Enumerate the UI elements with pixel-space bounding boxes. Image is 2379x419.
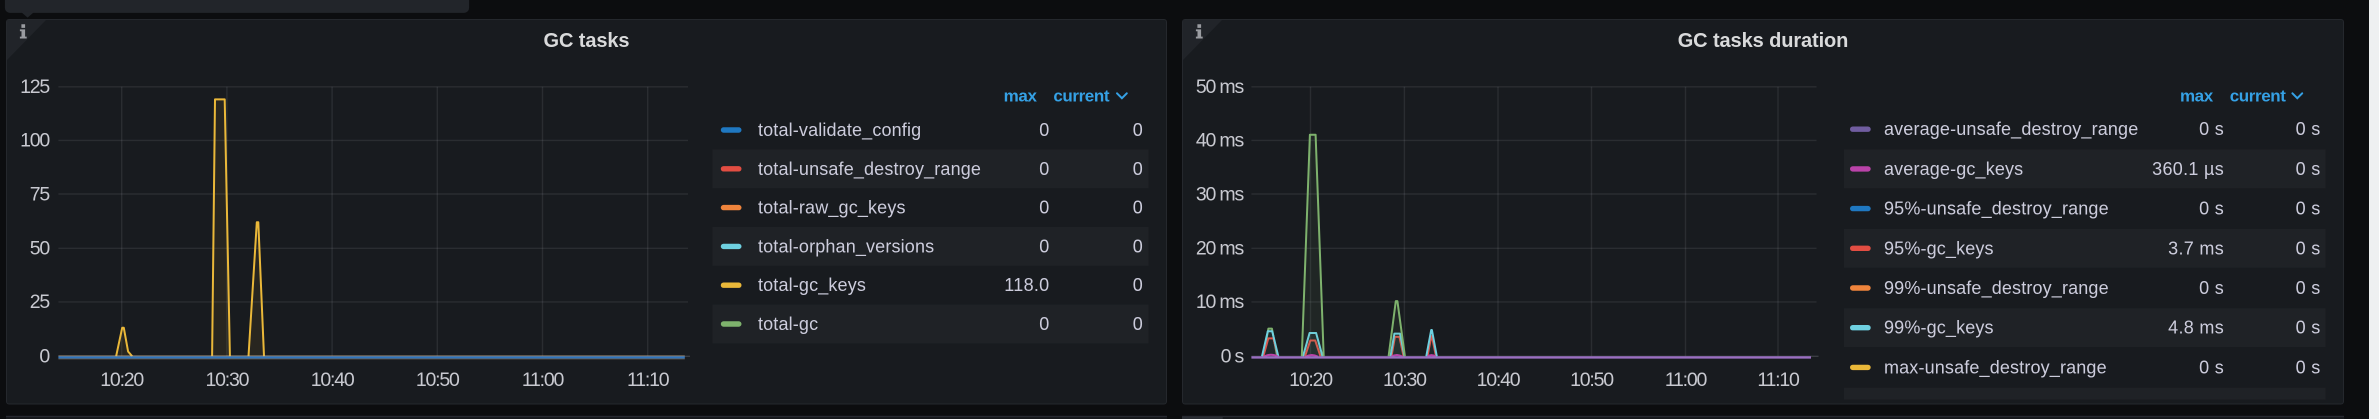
svg-text:total-raw_gc_keys: total-raw_gc_keys	[758, 198, 906, 219]
svg-text:11:10: 11:10	[1757, 369, 1800, 391]
svg-text:0 s: 0 s	[2296, 318, 2321, 338]
svg-text:50 ms: 50 ms	[1196, 76, 1245, 98]
svg-text:360.1 µs: 360.1 µs	[2152, 159, 2224, 179]
svg-text:total-gc: total-gc	[758, 314, 818, 334]
svg-text:11:10: 11:10	[627, 369, 670, 391]
svg-text:11:00: 11:00	[522, 369, 565, 391]
svg-text:99%-gc_keys: 99%-gc_keys	[1884, 318, 1994, 339]
svg-text:0 s: 0 s	[2296, 238, 2321, 258]
svg-text:10:40: 10:40	[1477, 369, 1521, 391]
svg-text:total-validate_config: total-validate_config	[758, 120, 921, 141]
svg-text:GC tasks: GC tasks	[544, 30, 630, 52]
svg-text:4.8 ms: 4.8 ms	[2168, 318, 2224, 338]
svg-text:3.7 ms: 3.7 ms	[2168, 238, 2224, 258]
svg-text:20 ms: 20 ms	[1196, 238, 1245, 260]
svg-text:75: 75	[30, 183, 51, 205]
svg-text:0 s: 0 s	[2199, 278, 2224, 298]
svg-text:0: 0	[1039, 120, 1049, 140]
svg-text:0: 0	[1133, 120, 1143, 140]
svg-text:0 s: 0 s	[2199, 119, 2224, 139]
svg-text:11:00: 11:00	[1665, 369, 1708, 391]
svg-text:118.0: 118.0	[1004, 275, 1049, 295]
svg-text:0 s: 0 s	[2296, 357, 2321, 377]
svg-text:0 s: 0 s	[1221, 346, 1245, 368]
svg-text:0: 0	[1133, 236, 1143, 256]
svg-text:0 s: 0 s	[2199, 357, 2224, 377]
svg-text:10:30: 10:30	[1383, 369, 1427, 391]
svg-text:10 ms: 10 ms	[1196, 291, 1245, 313]
svg-text:40 ms: 40 ms	[1196, 130, 1245, 152]
svg-text:max: max	[1004, 87, 1038, 106]
svg-text:current: current	[2230, 87, 2287, 106]
svg-text:50: 50	[30, 238, 51, 260]
svg-text:0 s: 0 s	[2296, 119, 2321, 139]
svg-text:0: 0	[1039, 198, 1049, 218]
svg-text:10:40: 10:40	[311, 369, 355, 391]
svg-text:0: 0	[1133, 159, 1143, 179]
svg-text:0: 0	[1133, 275, 1143, 295]
svg-text:10:50: 10:50	[416, 369, 460, 391]
svg-text:current: current	[1053, 87, 1110, 106]
svg-text:25: 25	[30, 291, 51, 313]
svg-text:0 s: 0 s	[2296, 278, 2321, 298]
svg-text:0 s: 0 s	[2199, 199, 2224, 219]
svg-text:max-unsafe_destroy_range: max-unsafe_destroy_range	[1884, 357, 2107, 378]
svg-text:0 s: 0 s	[2296, 199, 2321, 219]
svg-text:99%-unsafe_destroy_range: 99%-unsafe_destroy_range	[1884, 278, 2109, 299]
svg-text:0 s: 0 s	[2296, 159, 2321, 179]
svg-text:max: max	[2180, 87, 2214, 106]
svg-text:0: 0	[39, 346, 50, 368]
svg-text:95%-unsafe_destroy_range: 95%-unsafe_destroy_range	[1884, 199, 2109, 220]
svg-text:average-gc_keys: average-gc_keys	[1884, 159, 2023, 180]
svg-text:0: 0	[1133, 198, 1143, 218]
svg-text:10:20: 10:20	[100, 369, 144, 391]
svg-text:95%-gc_keys: 95%-gc_keys	[1884, 238, 1994, 259]
svg-text:125: 125	[20, 76, 50, 98]
svg-text:10:20: 10:20	[1289, 369, 1333, 391]
svg-text:GC tasks duration: GC tasks duration	[1678, 30, 1849, 52]
svg-text:total-gc_keys: total-gc_keys	[758, 275, 866, 296]
svg-text:total-orphan_versions: total-orphan_versions	[758, 236, 934, 257]
svg-text:total-unsafe_destroy_range: total-unsafe_destroy_range	[758, 159, 981, 180]
svg-text:100: 100	[20, 130, 50, 152]
svg-text:10:30: 10:30	[205, 369, 249, 391]
svg-text:30 ms: 30 ms	[1196, 183, 1245, 205]
svg-text:0: 0	[1133, 314, 1143, 334]
svg-text:0: 0	[1039, 236, 1049, 256]
svg-text:10:50: 10:50	[1570, 369, 1614, 391]
svg-text:average-unsafe_destroy_range: average-unsafe_destroy_range	[1884, 119, 2138, 140]
svg-text:0: 0	[1039, 159, 1049, 179]
svg-text:0: 0	[1039, 314, 1049, 334]
